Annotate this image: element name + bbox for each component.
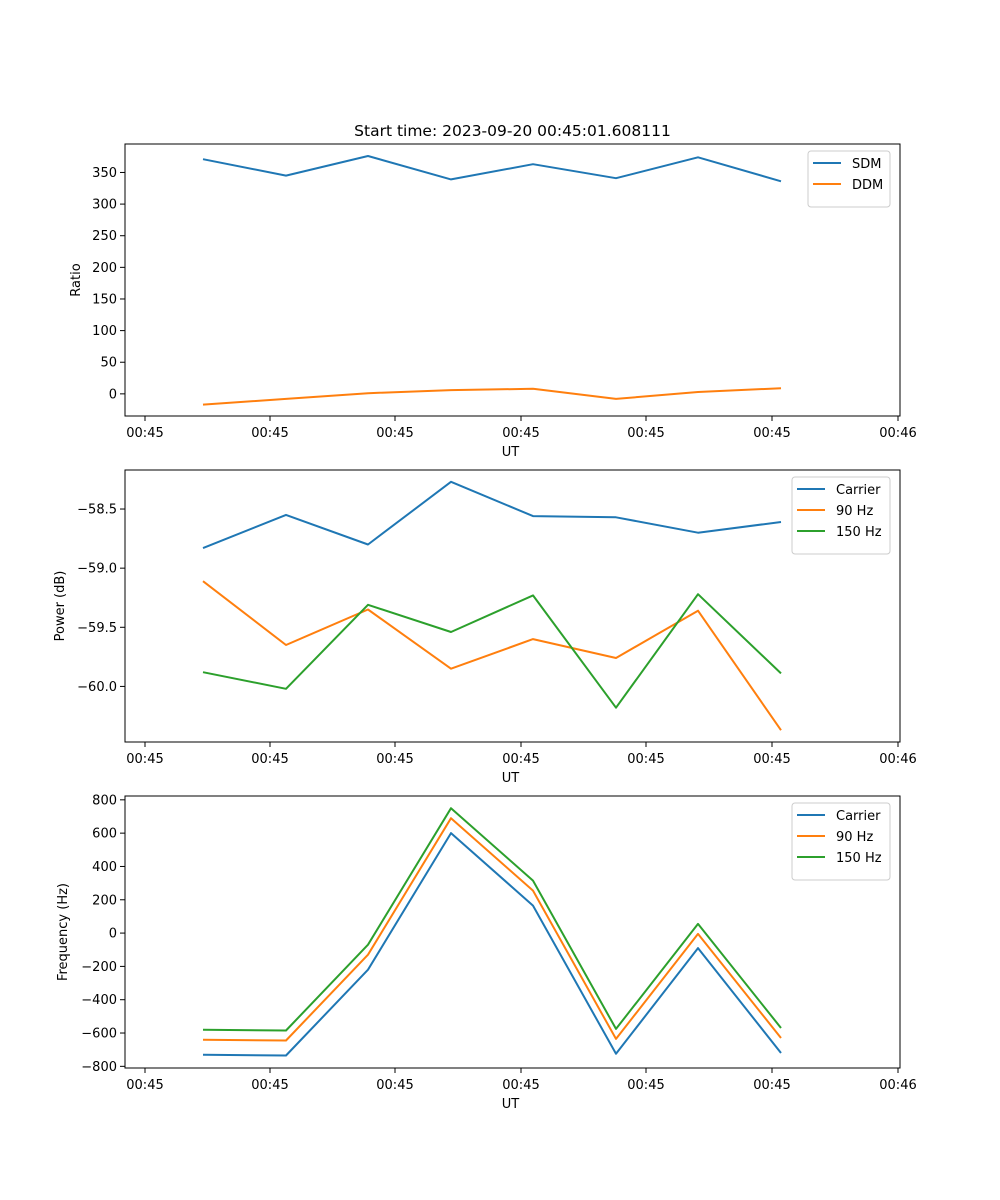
x-tick-label: 00:45 [251,426,288,441]
x-tick-label: 00:45 [502,426,539,441]
y-tick-label: 600 [92,827,117,842]
y-tick-label: 0 [109,927,117,942]
x-tick-label: 00:45 [502,752,539,767]
x-axis-label: UT [502,771,520,786]
y-tick-label: −800 [81,1060,117,1075]
plot-area-frame [124,469,901,743]
legend: SDM DDM [807,150,891,208]
legend-box [791,802,891,881]
x-tick-label: 00:45 [126,1078,163,1093]
x-tick-label: 00:45 [251,1078,288,1093]
series-line-ddm [202,387,782,406]
x-tick-label: 00:45 [627,426,664,441]
x-tick-label: 00:45 [753,1078,790,1093]
y-axis-label: Ratio [69,263,84,296]
x-tick-label: 00:45 [376,1078,413,1093]
legend-entry: 150 Hz [836,851,882,866]
series-line-carrier [202,480,782,550]
y-axis-label: Power (dB) [53,571,68,642]
y-tick-label: 250 [92,229,117,244]
x-axis-label: UT [502,1097,520,1112]
x-tick-label: 00:46 [879,1078,916,1093]
y-tick-label: −400 [81,993,117,1008]
series-line-carrier [202,832,782,1057]
legend-entry: Carrier [836,483,881,498]
x-tick-label: 00:45 [376,426,413,441]
legend-entry: SDM [852,157,881,172]
x-tick-label: 00:45 [753,752,790,767]
y-tick-label: 50 [100,356,117,371]
legend-entry: 90 Hz [836,830,873,845]
y-tick-label: 0 [109,387,117,402]
series-line-sdm [202,155,782,183]
x-tick-label: 00:45 [627,1078,664,1093]
x-tick-label: 00:45 [753,426,790,441]
y-tick-label: −200 [81,960,117,975]
series-line-90-hz [202,580,782,731]
series-line-150-hz [202,593,782,709]
series-line-90-hz [202,817,782,1042]
x-tick-label: 00:45 [627,752,664,767]
legend-entry: 90 Hz [836,504,873,519]
y-tick-label: 200 [92,261,117,276]
chart-panel-1: Start time: 2023-09-20 00:45:01.60811100… [69,122,917,460]
y-tick-label: 800 [92,793,117,808]
plot-area-frame [124,143,901,417]
x-axis-label: UT [502,445,520,460]
y-tick-label: −59.5 [77,621,117,636]
y-tick-label: 150 [92,292,117,307]
y-tick-label: −600 [81,1027,117,1042]
chart-panel-3: 00:45 00:45 00:45 00:45 00:45 00:45 00:46 UT −80… [56,793,917,1112]
legend-entry: Carrier [836,809,881,824]
y-tick-label: 300 [92,198,117,213]
y-tick-label: 400 [92,860,117,875]
legend: Carrier 90 Hz 150 Hz [791,802,891,881]
x-tick-label: 00:45 [251,752,288,767]
chart-title: Start time: 2023-09-20 00:45:01.608111 [354,122,671,140]
legend-box [807,150,891,208]
x-tick-label: 00:46 [879,752,916,767]
x-tick-label: 00:45 [126,426,163,441]
chart-panel-2: 00:45 00:45 00:45 00:45 00:45 00:45 00:46 UT −60… [53,469,917,786]
x-tick-label: 00:46 [879,426,916,441]
y-tick-label: −60.0 [77,680,117,695]
series-line-150-hz [202,807,782,1032]
y-tick-label: 200 [92,893,117,908]
y-tick-label: 100 [92,324,117,339]
y-axis-label: Frequency (Hz) [56,883,71,981]
x-tick-label: 00:45 [376,752,413,767]
legend-box [791,476,891,555]
legend-entry: DDM [852,178,883,193]
x-tick-label: 00:45 [126,752,163,767]
y-tick-label: 350 [92,166,117,181]
y-tick-label: −58.5 [77,503,117,518]
x-tick-label: 00:45 [502,1078,539,1093]
plot-area-frame [124,795,901,1069]
legend-entry: 150 Hz [836,525,882,540]
legend: Carrier 90 Hz 150 Hz [791,476,891,555]
y-tick-label: −59.0 [77,562,117,577]
